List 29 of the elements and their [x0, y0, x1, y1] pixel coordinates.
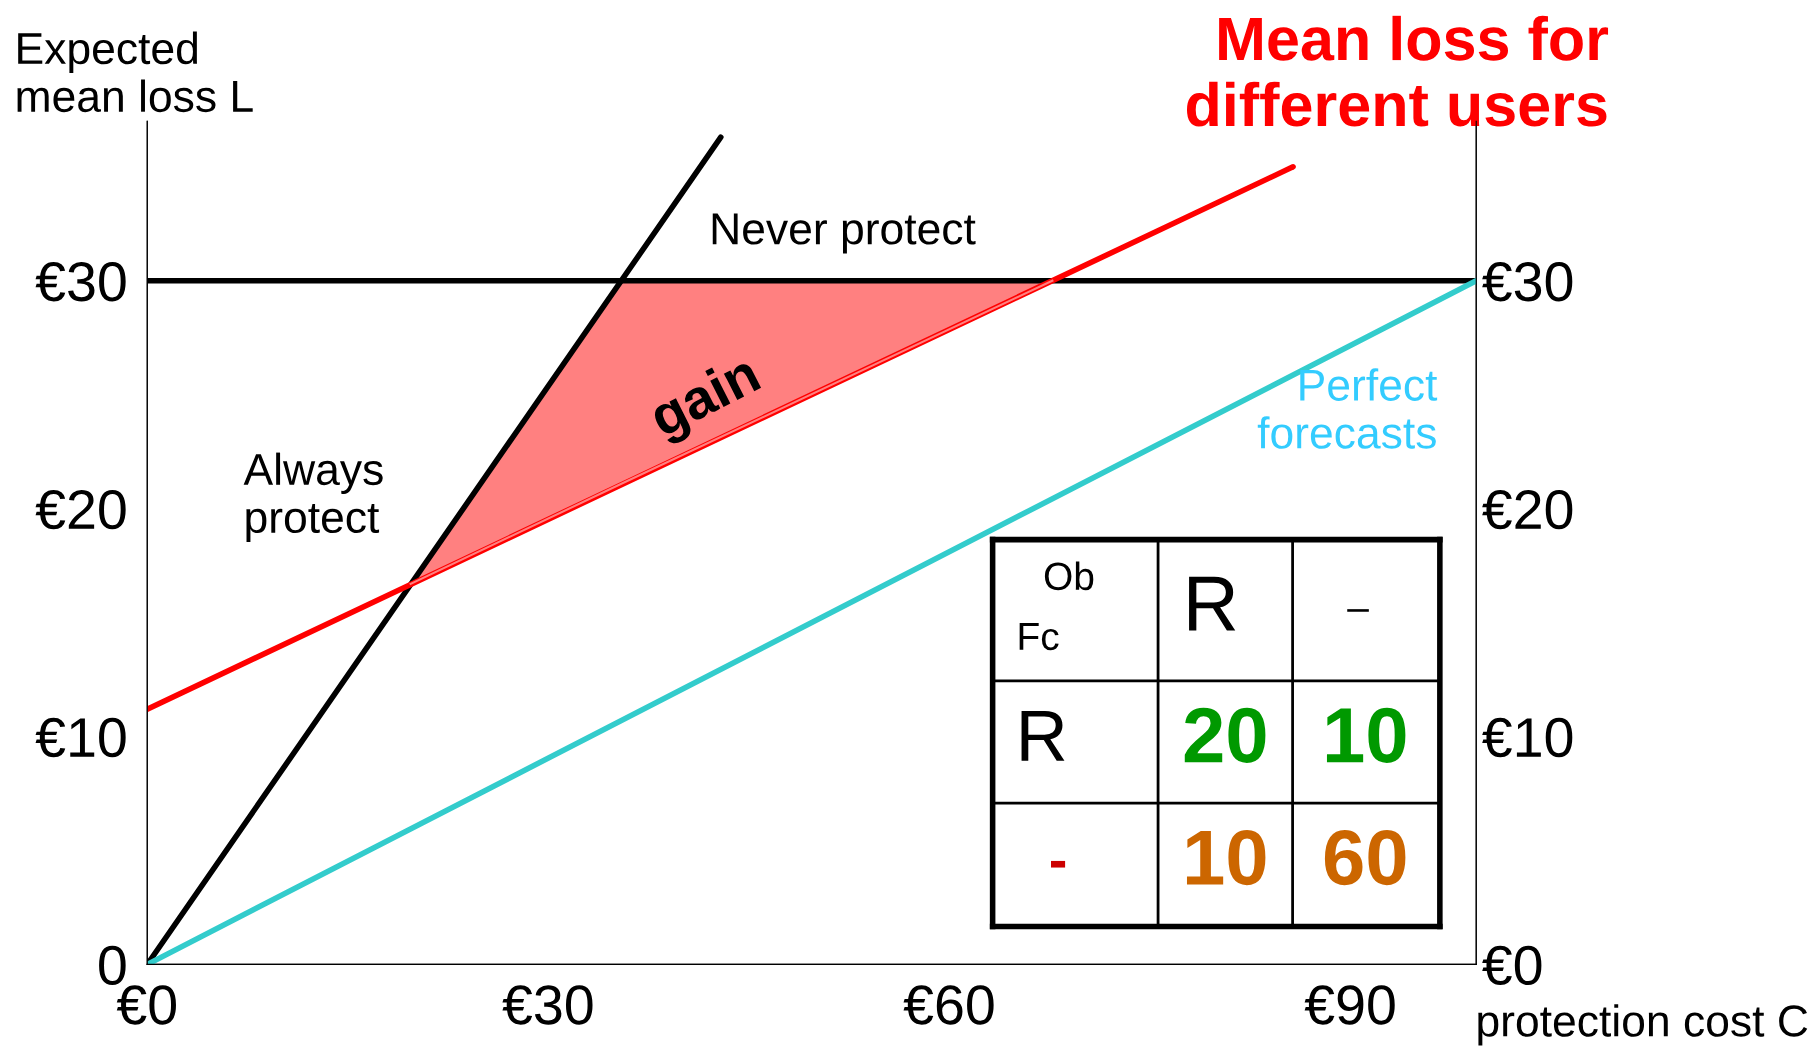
x-tick-label: €30 — [502, 985, 593, 1025]
y-tick-label: €20 — [35, 489, 126, 530]
annotation: Ob — [1044, 561, 1094, 591]
y-axis-title: Expected mean loss L — [17, 31, 253, 113]
series-label: Never protect — [712, 213, 976, 254]
series-label: Always protect — [243, 452, 383, 542]
annotation: 10 — [1326, 707, 1406, 763]
y2-tick-label: €0 — [1482, 945, 1542, 986]
annotation: - — [1051, 860, 1066, 868]
y2-tick-label: €30 — [1482, 262, 1573, 302]
y2-tick-label: €10 — [1482, 717, 1573, 758]
annotation: 60 — [1324, 830, 1406, 886]
annotation: Fc — [1019, 623, 1059, 651]
annotation: 10 — [1186, 830, 1266, 886]
x-tick-label: €0 — [116, 985, 176, 1025]
annotation: 20 — [1184, 707, 1266, 763]
y-tick-label: €30 — [35, 262, 126, 302]
series-label: Mean loss for different users — [1186, 15, 1609, 127]
x-axis-title: protection cost C — [1478, 1004, 1808, 1046]
x-tick-label: €90 — [1304, 985, 1395, 1025]
y-tick-label: €10 — [35, 717, 126, 758]
annotation: R — [1189, 576, 1236, 631]
series-label: Perfect forecasts — [1257, 368, 1438, 449]
annotation: gain — [646, 351, 767, 448]
annotation: – — [1347, 609, 1369, 612]
y-tick-label: 0 — [99, 945, 126, 986]
x-tick-label: €60 — [903, 985, 994, 1025]
y2-tick-label: €20 — [1482, 489, 1573, 530]
annotation: R — [1021, 711, 1065, 761]
